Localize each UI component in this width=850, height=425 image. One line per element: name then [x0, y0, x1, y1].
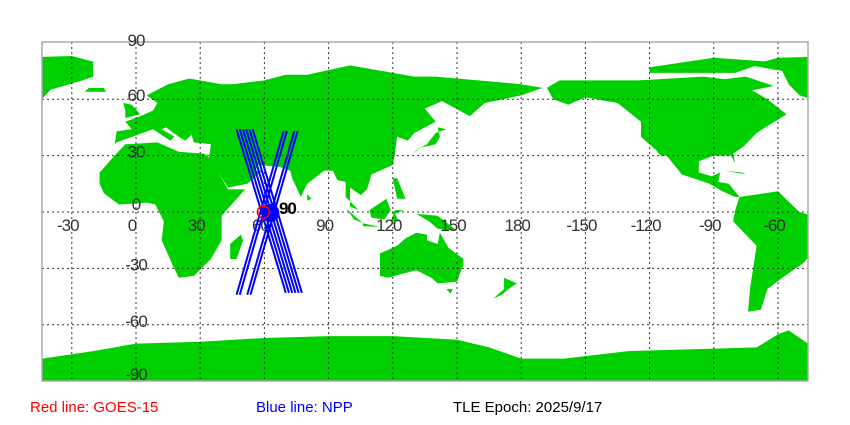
- legend-blue-line: Blue line: NPP: [256, 399, 353, 416]
- land-cuba: [724, 170, 746, 175]
- continents: [42, 56, 808, 381]
- land-antarctica: [42, 330, 808, 381]
- land-java: [362, 223, 380, 227]
- map-frame: [41, 41, 809, 382]
- latitude-label: -60: [125, 312, 147, 331]
- land-greenlandW: [42, 56, 94, 99]
- latitude-label: 90: [128, 31, 145, 50]
- grid-labels: -300306090120150180-150-120-90-609060300…: [57, 31, 786, 384]
- latitude-label: 60: [128, 86, 145, 105]
- land-africa: [99, 142, 246, 278]
- land-japan: [414, 127, 447, 154]
- land-australia: [380, 232, 464, 284]
- goes-15-position: 90: [256, 199, 297, 222]
- npp-track-line: [235, 130, 285, 295]
- latitude-label: 0: [132, 195, 141, 214]
- land-britain: [123, 103, 141, 118]
- land-nz: [493, 277, 517, 299]
- satellite-marker-label: 90: [279, 199, 296, 218]
- longitude-label: 90: [316, 216, 333, 235]
- legend-tle-epoch: TLE Epoch: 2025/9/17: [453, 399, 603, 416]
- land-newguinea: [416, 213, 457, 231]
- longitude-label: 180: [505, 216, 531, 235]
- legend-red-line: Red line: GOES-15: [30, 399, 159, 416]
- longitude-label: -120: [631, 216, 662, 235]
- land-borneo: [369, 198, 391, 220]
- longitude-label: -30: [57, 216, 79, 235]
- land-srilanka: [307, 194, 312, 201]
- latitude-label: 30: [128, 143, 145, 162]
- latitude-label: -30: [125, 255, 147, 274]
- longitude-label: -60: [763, 216, 785, 235]
- land-namerica: [546, 76, 787, 197]
- longitude-label: 120: [376, 216, 402, 235]
- longitude-label: 150: [440, 216, 466, 235]
- land-iceland: [84, 87, 106, 92]
- land-sumatra: [339, 202, 363, 224]
- land-samerica: [733, 191, 808, 312]
- land-sulawesi: [390, 210, 404, 222]
- graticule: [42, 42, 808, 381]
- longitude-label: -150: [566, 216, 597, 235]
- longitude-label: 0: [128, 216, 137, 235]
- longitude-label: -90: [699, 216, 721, 235]
- land-greenlandE: [750, 56, 808, 98]
- land-tasmania: [446, 289, 453, 294]
- land-madagascar: [230, 234, 243, 259]
- latitude-label: -90: [125, 365, 147, 384]
- longitude-label: 30: [188, 216, 205, 235]
- goes-15-circle: [256, 205, 271, 219]
- land-philippines: [392, 178, 406, 199]
- land-baffin: [713, 76, 774, 94]
- land-arctic: [649, 57, 768, 73]
